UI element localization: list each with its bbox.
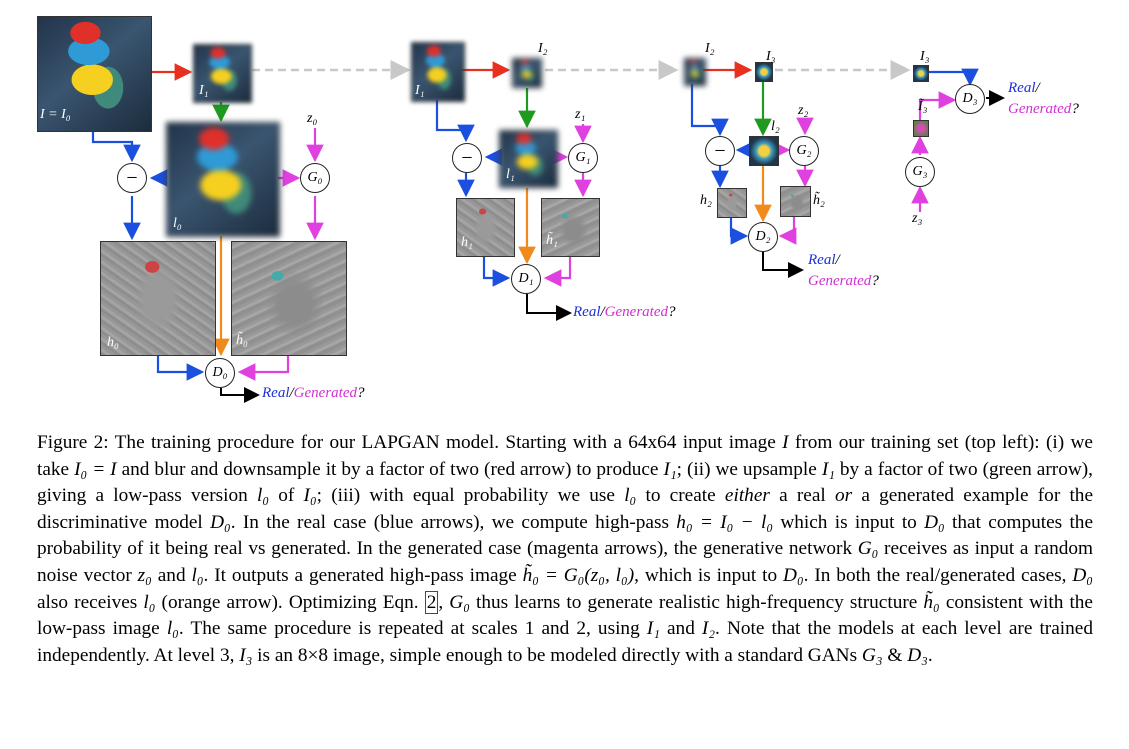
node-G1: G₁ <box>568 143 598 173</box>
image-I2-level2 <box>684 58 706 86</box>
caption-label: Figure 2: <box>37 432 109 453</box>
label-z2: z₂ <box>798 103 809 118</box>
label-I3-tilde: Ĩ₃ <box>918 99 928 114</box>
equation-ref-link[interactable]: 2 <box>424 590 439 614</box>
figure-caption: Figure 2: The training procedure for our… <box>37 432 1094 666</box>
image-h0-tilde <box>231 241 347 356</box>
node-G2: G₂ <box>789 136 819 166</box>
label-l2: l₂ <box>771 119 780 134</box>
blue-arrow-3 <box>928 68 979 87</box>
image-I3-tilde <box>913 120 929 137</box>
label-l0: l₀ <box>173 216 182 231</box>
image-h0 <box>100 241 216 356</box>
mag-arrow-1d <box>543 256 572 287</box>
label-h0-tilde: h̃₀ <box>236 333 248 348</box>
label-I0: I = I₀ <box>40 107 71 122</box>
image-h1 <box>456 198 515 257</box>
label-z1: z₁ <box>575 107 586 122</box>
image-I3-level3 <box>913 65 929 82</box>
arrow-layer <box>91 60 1005 403</box>
label-I2: I₂ <box>538 41 548 56</box>
label-h1-tilde: h̃₁ <box>546 233 558 248</box>
image-I2 <box>512 58 542 88</box>
mag-arrow-2d <box>778 216 797 245</box>
blue-arrow-2d <box>729 216 749 245</box>
mag-arrow-0d <box>237 354 290 381</box>
node-D0: D₀ <box>205 358 235 388</box>
image-h1-tilde <box>541 198 600 257</box>
image-I1 <box>193 44 252 103</box>
lapgan-figure: I = I₀ I₁ l₀ z₀ G₀ − h₀ h̃₀ D₀ Real/Gene… <box>37 16 1079 403</box>
label-I1: I₁ <box>199 83 209 98</box>
image-l0 <box>166 122 280 237</box>
label-l1: l₁ <box>506 167 515 182</box>
image-h2 <box>717 188 747 218</box>
mag-arrow-3a <box>918 91 957 120</box>
output-label-1: Real/Generated? <box>573 304 676 320</box>
blue-arrow-0a <box>91 130 141 163</box>
blue-arrow-1d <box>482 256 511 287</box>
label-I3-level3: I₃ <box>920 49 930 64</box>
label-I3: I₃ <box>766 49 776 64</box>
node-minus-2: − <box>705 136 735 166</box>
node-minus-1: − <box>452 143 482 173</box>
black-arrow-1 <box>526 294 572 321</box>
node-minus-0: − <box>117 163 147 193</box>
node-G3: G₃ <box>905 157 935 187</box>
output-label-3: Real/Generated? <box>1008 80 1079 117</box>
label-h2-tilde: h̃₂ <box>813 193 825 208</box>
image-l2 <box>749 136 779 166</box>
label-h0: h₀ <box>107 335 119 350</box>
node-G0: G₀ <box>300 163 330 193</box>
label-I1-level1: I₁ <box>415 83 425 98</box>
image-l1 <box>499 130 558 188</box>
label-h2: h₂ <box>700 193 712 208</box>
label-z0: z₀ <box>307 111 318 126</box>
image-I1-level1 <box>411 42 465 102</box>
label-I2-level2: I₂ <box>705 41 715 56</box>
label-h1: h₁ <box>461 235 473 250</box>
image-I0 <box>37 16 152 132</box>
output-label-0: Real/Generated? <box>262 385 365 401</box>
node-D2: D₂ <box>748 222 778 252</box>
image-I3 <box>755 62 773 82</box>
black-arrow-0 <box>220 387 260 403</box>
blue-arrow-2a <box>690 84 729 137</box>
node-D1: D₁ <box>511 264 541 294</box>
black-arrow-2 <box>762 252 804 278</box>
label-z3: z₃ <box>912 211 923 226</box>
blue-arrow-1a <box>435 100 475 143</box>
node-D3: D₃ <box>955 84 985 114</box>
output-label-2: Real/Generated? <box>808 252 879 289</box>
image-h2-tilde <box>780 186 811 217</box>
blue-arrow-0d <box>156 354 205 381</box>
